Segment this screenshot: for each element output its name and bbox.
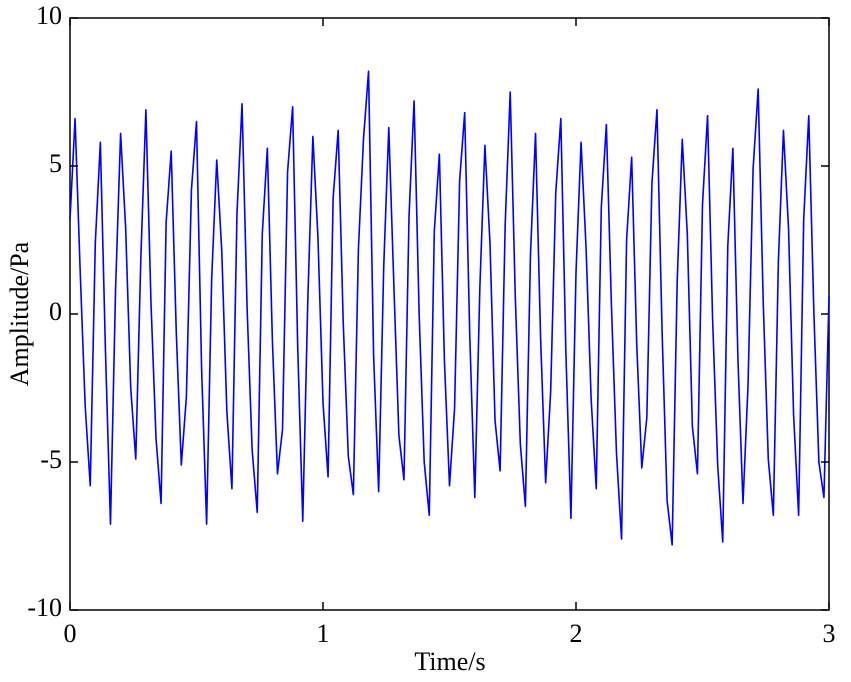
y-tick-label: -10	[27, 593, 62, 622]
y-tick-label: 0	[49, 297, 62, 326]
x-axis-label: Time/s	[414, 647, 485, 676]
x-tick-label: 0	[64, 619, 77, 648]
x-tick-label: 3	[823, 619, 836, 648]
y-tick-label: -5	[40, 445, 62, 474]
y-tick-label: 10	[36, 1, 62, 30]
plot-frame	[69, 17, 830, 611]
x-tick-label: 1	[317, 619, 330, 648]
y-tick-label: 5	[49, 149, 62, 178]
signal-line	[69, 70, 830, 546]
y-axis-label: Amplitude/Pa	[5, 241, 34, 386]
x-tick-label: 2	[570, 619, 583, 648]
